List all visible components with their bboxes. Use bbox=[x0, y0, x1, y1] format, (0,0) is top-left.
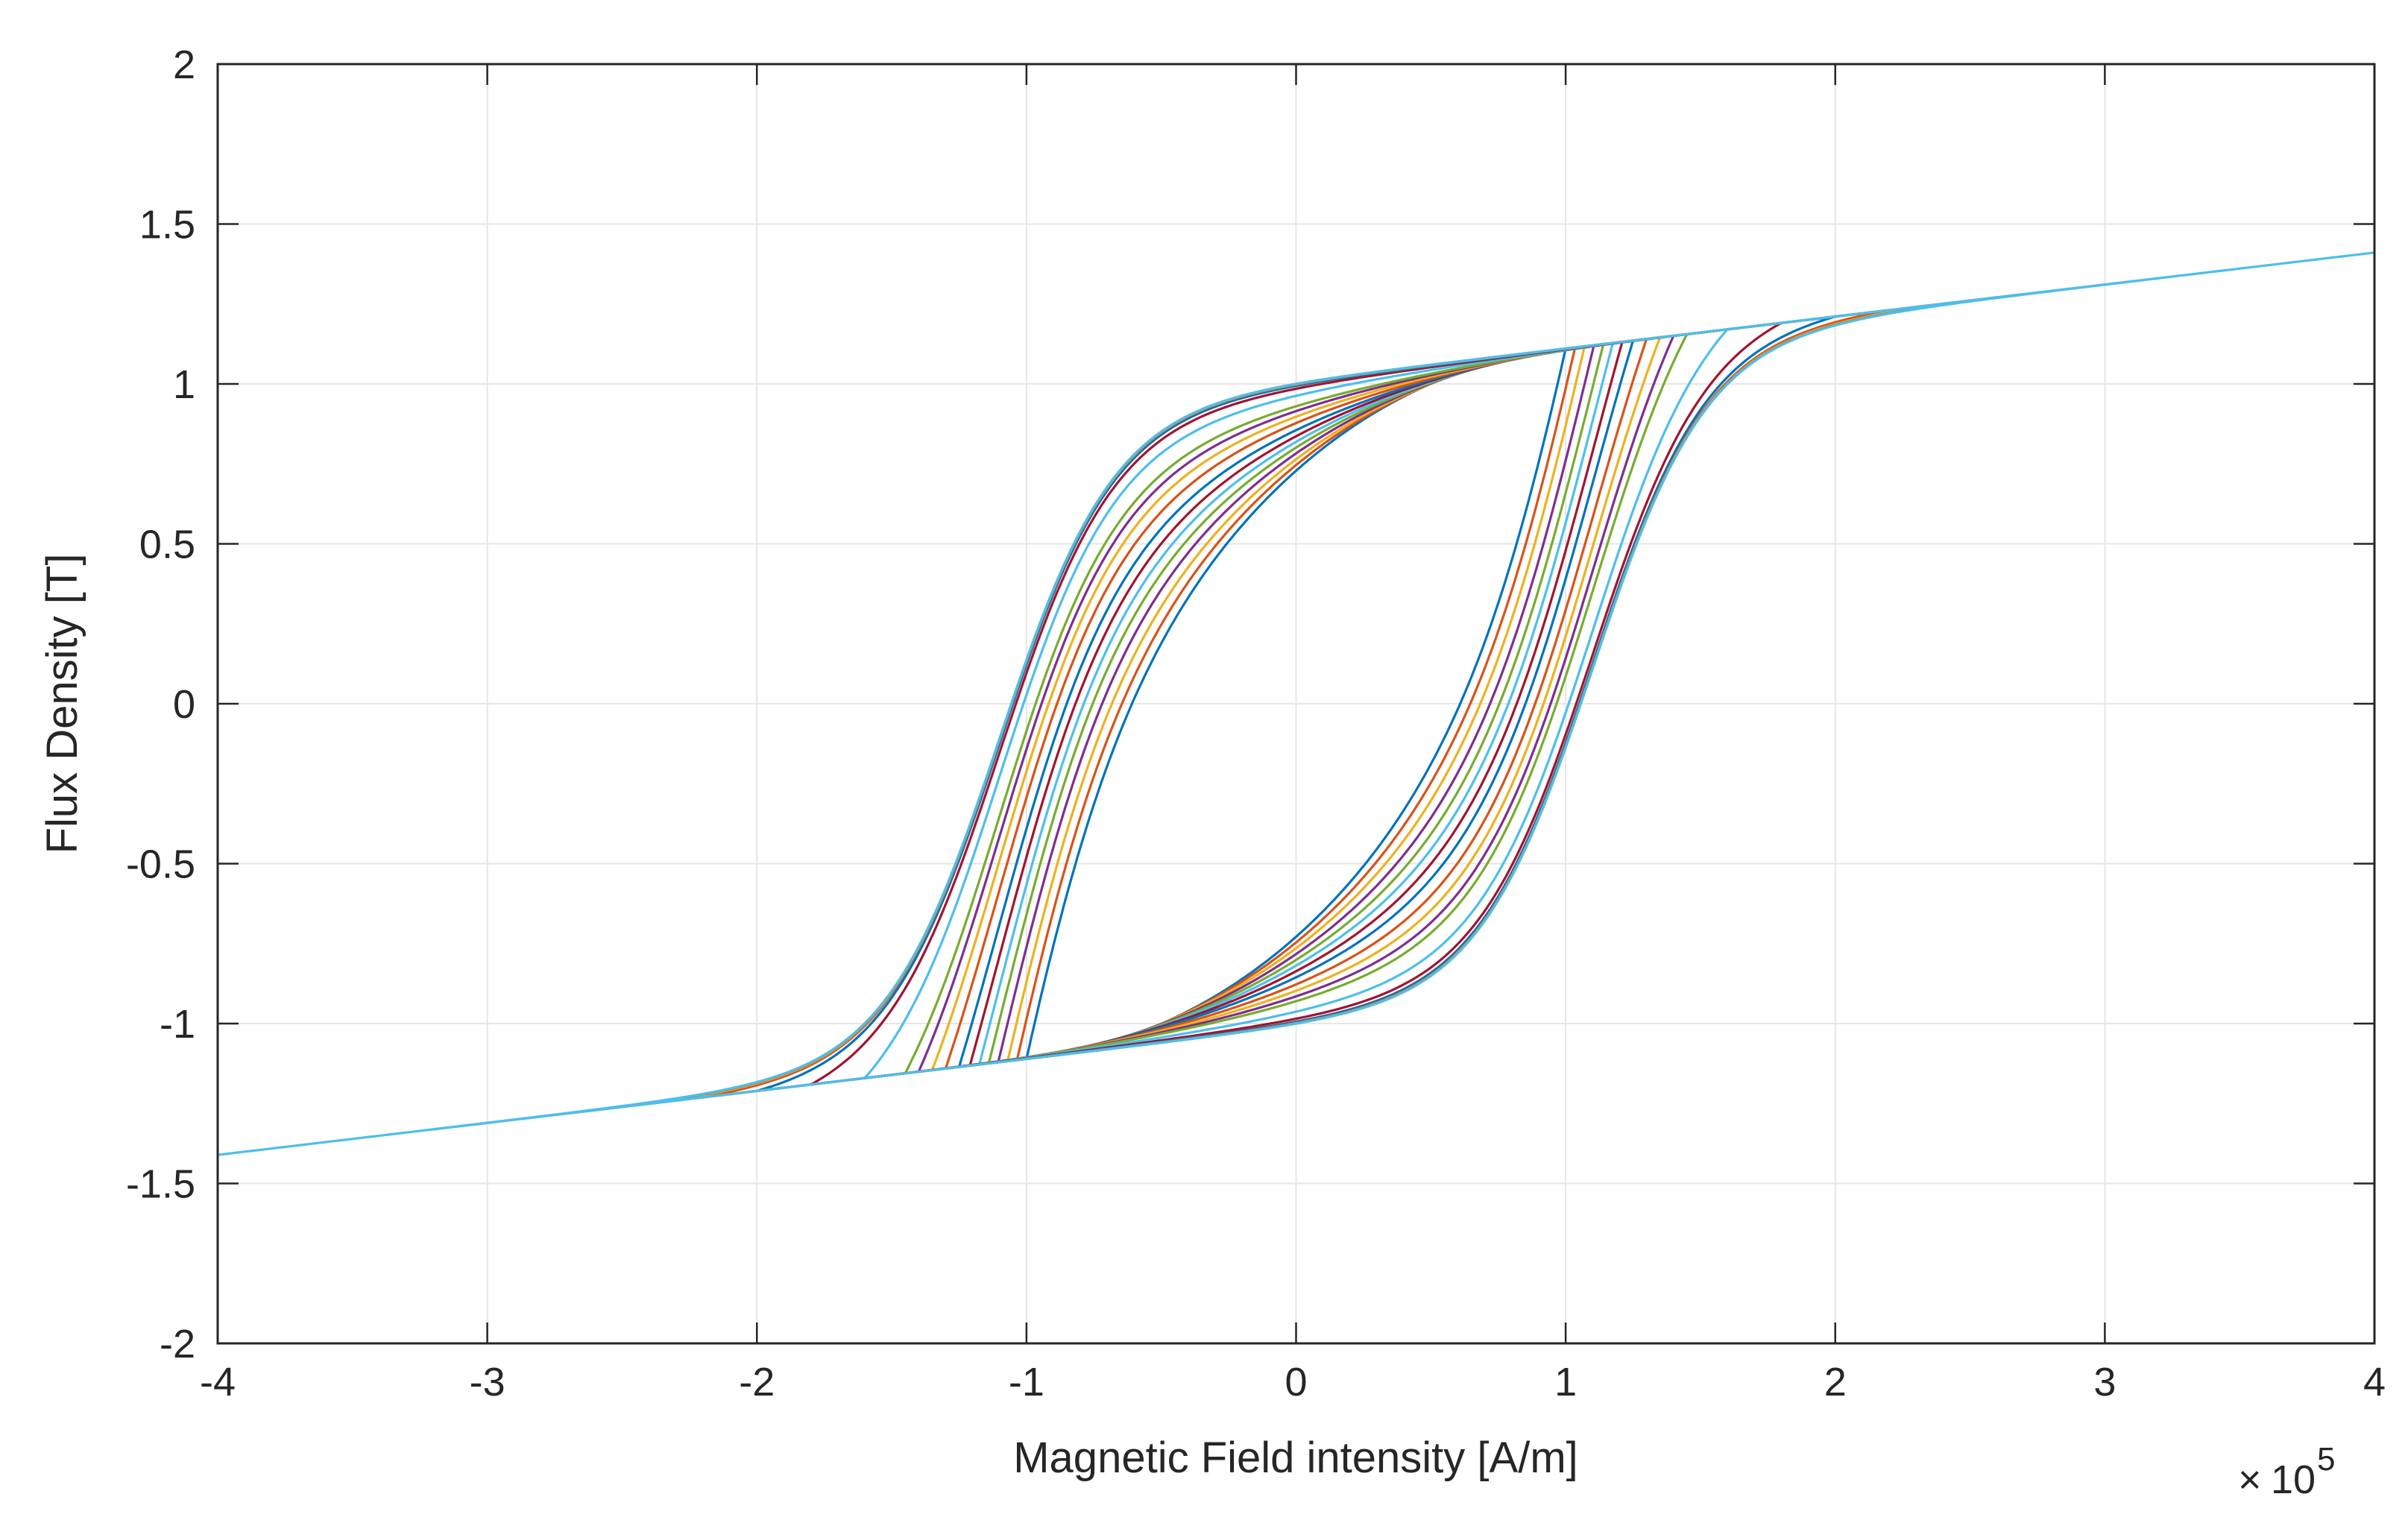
series-group bbox=[218, 251, 2374, 1156]
y-tick-label: 0.5 bbox=[139, 523, 195, 567]
axes bbox=[216, 63, 2376, 1345]
x-tick-label: -3 bbox=[470, 1360, 505, 1405]
x-exponent-times: × bbox=[2238, 1457, 2262, 1502]
y-tick-label: 2 bbox=[173, 42, 195, 87]
x-tick-label: 2 bbox=[1824, 1360, 1847, 1405]
y-tick-label: -2 bbox=[160, 1322, 195, 1366]
x-exponent: × 10 5 bbox=[2238, 1441, 2335, 1502]
y-tick-label: -1 bbox=[160, 1002, 195, 1047]
y-axis-label: Flux Density [T] bbox=[38, 554, 86, 854]
tick-labels: -4 -3 -2 -1 0 1 2 3 4 -2 -1.5 -1 -0.5 0 0.5 1 1.5 2 bbox=[126, 42, 2386, 1405]
x-axis-label: Magnetic Field intensity [A/m] bbox=[1013, 1434, 1578, 1482]
x-exponent-power: 5 bbox=[2317, 1441, 2335, 1478]
y-tick-label: 1 bbox=[173, 362, 195, 407]
y-tick-label: -0.5 bbox=[126, 842, 195, 887]
series-line-20 bbox=[218, 251, 2374, 1156]
y-tick-label: 0 bbox=[173, 682, 195, 727]
x-tick-label: 1 bbox=[1554, 1360, 1577, 1405]
axes-box bbox=[216, 63, 2376, 1345]
x-exponent-base: 10 bbox=[2271, 1457, 2316, 1502]
x-tick-label: 0 bbox=[1285, 1360, 1307, 1405]
y-tick-label: 1.5 bbox=[139, 203, 195, 248]
y-tick-label: -1.5 bbox=[126, 1162, 195, 1207]
x-tick-label: 3 bbox=[2093, 1360, 2116, 1405]
x-tick-label: -2 bbox=[739, 1360, 775, 1405]
grid bbox=[218, 64, 2374, 1343]
x-tick-label: 4 bbox=[2363, 1360, 2386, 1405]
x-tick-label: -1 bbox=[1009, 1360, 1044, 1405]
x-tick-label: -4 bbox=[200, 1360, 236, 1405]
